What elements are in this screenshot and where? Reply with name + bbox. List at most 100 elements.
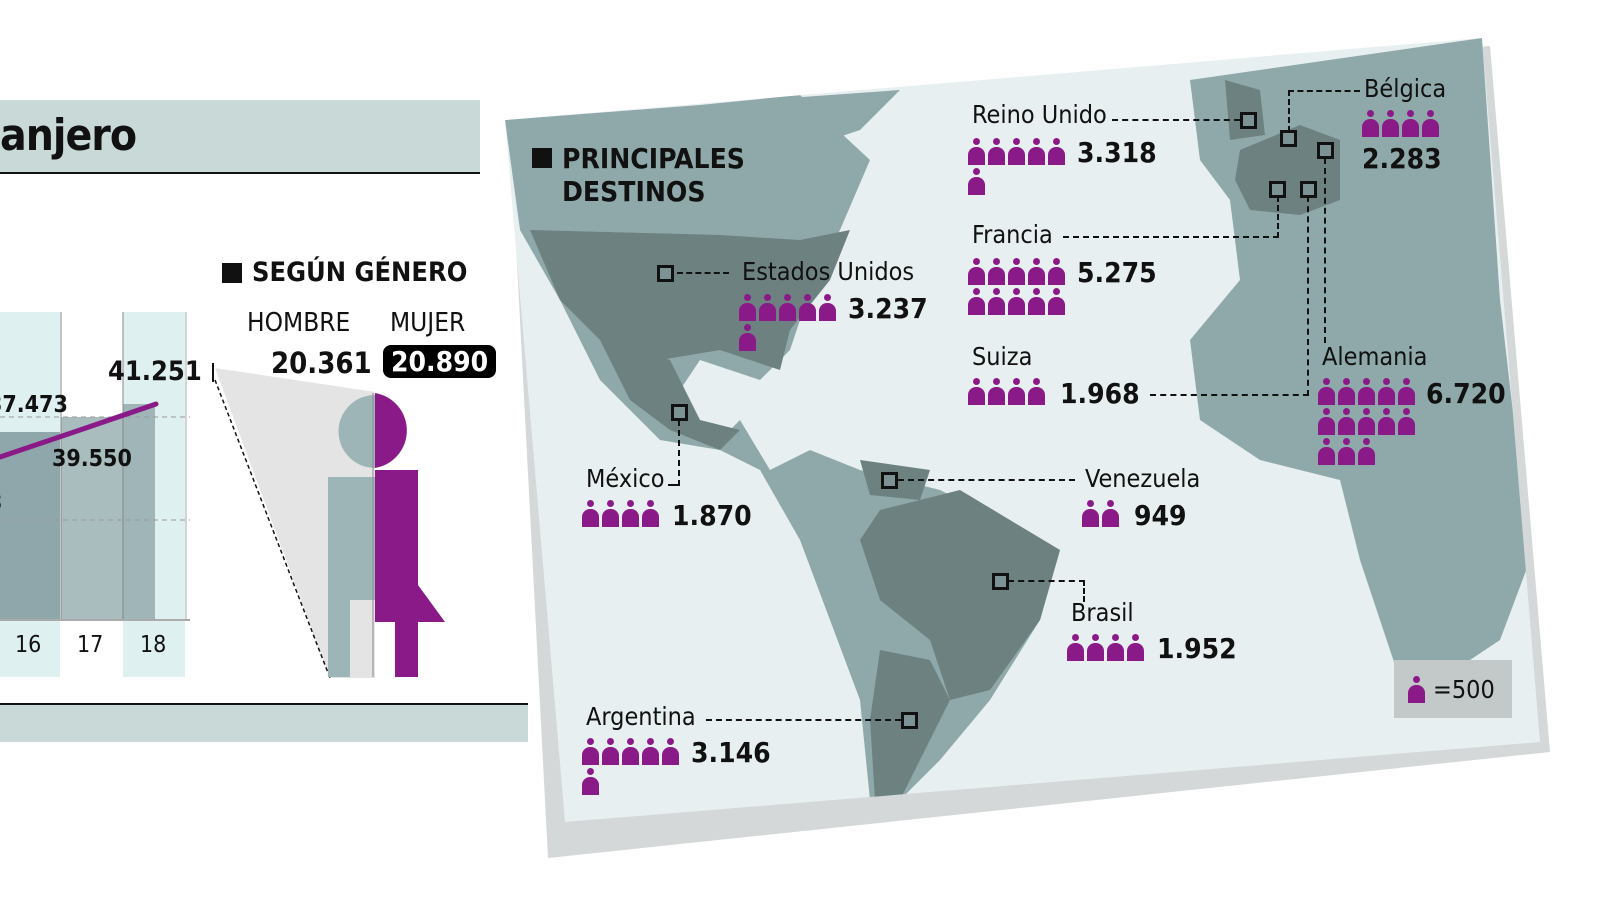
person-icon (819, 294, 836, 321)
area-bar-17 (61, 417, 123, 620)
person-icon (1048, 138, 1065, 165)
person-icon (582, 738, 599, 765)
person-icon (1028, 258, 1045, 285)
destination-value: 1.952 (1157, 632, 1237, 665)
map-title-line: PRINCIPALES (562, 142, 745, 175)
person-icon (1422, 110, 1439, 137)
map-title: PRINCIPALES DESTINOS (532, 142, 745, 208)
marker-uk (1240, 112, 1257, 129)
destination-name: Reino Unido (972, 100, 1107, 129)
person-icon (1087, 634, 1104, 661)
country-brazil (860, 490, 1060, 700)
person-icon-group (1082, 500, 1122, 527)
divider (0, 172, 480, 174)
person-icon (1008, 288, 1025, 315)
leader-line (1324, 158, 1326, 343)
series-line (0, 401, 159, 460)
leader-line (677, 272, 729, 274)
person-icon-group (582, 500, 662, 527)
marker-venezuela (881, 472, 898, 489)
person-icon (1107, 634, 1124, 661)
page-title: anjero (0, 110, 137, 161)
map-title-text: PRINCIPALES DESTINOS (562, 142, 745, 208)
women-value: 20.890 (383, 345, 497, 378)
person-icon (602, 738, 619, 765)
leader-line (1063, 196, 1279, 238)
person-icon (1008, 258, 1025, 285)
destination-name: Estados Unidos (742, 257, 915, 286)
data-label: 37.473 (0, 392, 68, 418)
map-title-line: DESTINOS (562, 175, 706, 208)
person-icon (1082, 500, 1099, 527)
person-icon (1048, 258, 1065, 285)
tick-label: 17 (77, 632, 104, 658)
destination-name: Venezuela (1085, 464, 1201, 493)
person-icon (1338, 408, 1355, 435)
leader-line (1008, 580, 1085, 602)
destination-value: 6.720 (1426, 377, 1506, 410)
person-icon (1318, 408, 1335, 435)
person-icon (1067, 634, 1084, 661)
destination-value: 3.318 (1077, 136, 1157, 169)
person-icon (988, 288, 1005, 315)
person-icon (779, 294, 796, 321)
gender-figure (328, 393, 445, 677)
leader-line (706, 719, 901, 721)
person-icon (968, 288, 985, 315)
men-label: HOMBRE (247, 308, 351, 338)
destination-name: Argentina (586, 702, 696, 731)
tick-label: 16 (15, 632, 42, 658)
women-label: MUJER (390, 308, 466, 338)
area-bar-16 (0, 432, 60, 620)
person-icon (1008, 138, 1025, 165)
data-label: 3 (0, 490, 2, 516)
destination-value: 1.870 (672, 499, 752, 532)
marker-brazil (992, 573, 1009, 590)
tick-label: 18 (140, 632, 167, 658)
person-icon-group (968, 258, 1068, 315)
person-icon (662, 738, 679, 765)
destination-name: México (586, 464, 665, 493)
man-icon (328, 395, 375, 677)
destination-name: Francia (972, 220, 1053, 249)
destination-value: 2.283 (1362, 142, 1442, 175)
yearly-chart (0, 312, 190, 677)
destination-value: 949 (1134, 499, 1187, 532)
country-mexico (600, 340, 740, 450)
gender-title-text: SEGÚN GÉNERO (252, 257, 468, 288)
person-icon (642, 500, 659, 527)
person-icon (1102, 500, 1119, 527)
person-icon (582, 768, 599, 795)
person-icon (988, 138, 1005, 165)
person-icon (1362, 110, 1379, 137)
marker-germany (1317, 142, 1334, 159)
person-icon (1318, 378, 1335, 405)
person-icon (1008, 378, 1025, 405)
data-label: 41.251 (108, 356, 202, 387)
map-legend: =500 (1394, 660, 1512, 718)
bottom-band (0, 705, 528, 742)
person-icon (988, 378, 1005, 405)
marker-belgium (1280, 130, 1297, 147)
men-value: 20.361 (271, 346, 372, 380)
highlighted-countries (530, 80, 1340, 800)
person-icon (739, 324, 756, 351)
person-icon (1408, 675, 1425, 703)
person-icon (1048, 288, 1065, 315)
person-icon (968, 168, 985, 195)
person-icon (1338, 378, 1355, 405)
person-icon (1398, 378, 1415, 405)
person-icon (1358, 378, 1375, 405)
leader-line (1288, 90, 1360, 132)
person-icon (622, 500, 639, 527)
person-icon (1318, 438, 1335, 465)
country-usa (530, 230, 850, 370)
person-icon (968, 378, 985, 405)
leader-line (668, 420, 680, 486)
person-icon-group (1362, 110, 1442, 137)
person-icon (1398, 408, 1415, 435)
person-icon-group (739, 294, 839, 351)
person-icon (1382, 110, 1399, 137)
leader-line (1112, 119, 1240, 121)
person-icon (1028, 288, 1045, 315)
